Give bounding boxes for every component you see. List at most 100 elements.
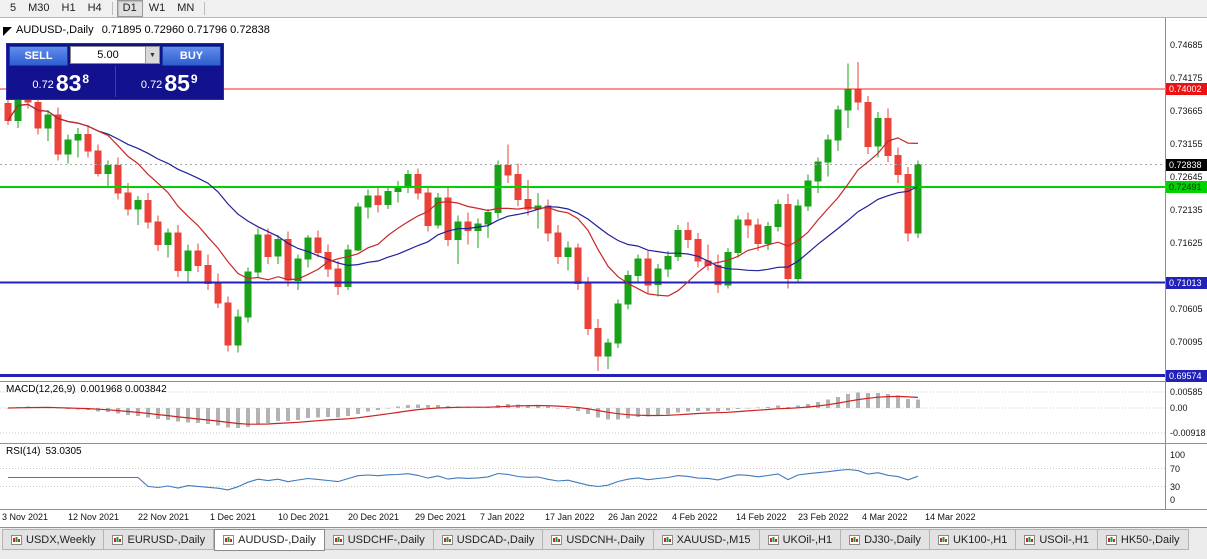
macd-indicator-panel[interactable] (0, 382, 1165, 443)
one-click-trading-toggle-icon[interactable] (3, 27, 12, 36)
candle-body (34, 101, 42, 129)
candle-body (354, 206, 362, 251)
sell-price[interactable]: 0.72 83 8 (7, 66, 116, 97)
candle-body (634, 258, 642, 277)
chart-tab-audusd-daily[interactable]: AUDUSD-,Daily (214, 529, 325, 551)
candle-body (454, 221, 462, 240)
macd-histogram-bar (436, 404, 440, 408)
chart-tab-usdcnh-daily[interactable]: USDCNH-,Daily (543, 529, 654, 550)
timeframe-m30-button[interactable]: M30 (28, 2, 50, 14)
chart-tab-usdx-weekly[interactable]: USDX,Weekly (2, 529, 105, 550)
candle-body (94, 150, 102, 174)
chart-tab-usdcad-daily[interactable]: USDCAD-,Daily (433, 529, 544, 550)
volume-spinner-icon[interactable]: ▼ (145, 47, 159, 63)
chart-tab-usoil-h1[interactable]: USOil-,H1 (1016, 529, 1098, 550)
candle-body (714, 264, 722, 286)
candle-body (174, 232, 182, 271)
candle-body (664, 255, 672, 270)
rsi-tick-label: 70 (1170, 464, 1181, 474)
candle-body (484, 211, 492, 225)
macd-histogram-bar (246, 408, 250, 427)
candle-body (274, 238, 282, 257)
macd-histogram-bar (896, 395, 900, 408)
macd-histogram-bar (6, 408, 10, 409)
macd-histogram-bar (536, 405, 540, 408)
buy-price[interactable]: 0.72 85 9 (116, 66, 224, 97)
timeframe-w1-button[interactable]: W1 (148, 2, 166, 14)
panel-separator[interactable] (0, 381, 1207, 382)
candle-body (464, 221, 472, 231)
macd-histogram-bar (336, 408, 340, 418)
rsi-label: RSI(14) 53.0305 (6, 446, 82, 457)
candle-body (314, 237, 322, 253)
axis-separator (1165, 18, 1166, 509)
timeframe-h4-button[interactable]: H4 (87, 2, 102, 14)
price-tick-label: 0.70605 (1170, 304, 1203, 314)
chart-tab-usdchf-daily[interactable]: USDCHF-,Daily (324, 529, 434, 550)
date-tick-label: 4 Feb 2022 (672, 512, 718, 522)
candle-body (304, 237, 312, 260)
buy-button[interactable]: BUY (162, 46, 221, 66)
candle-body (414, 174, 422, 194)
macd-histogram-bar (726, 408, 730, 411)
price-badge-0.72838: 0.72838 (1166, 159, 1207, 171)
macd-histogram-bar (186, 408, 190, 423)
tab-label: XAUUSD-,M15 (676, 533, 751, 546)
rsi-value: 53.0305 (45, 446, 82, 457)
macd-histogram-bar (676, 408, 680, 413)
tab-label: UKOil-,H1 (782, 533, 833, 546)
macd-histogram-bar (366, 408, 370, 412)
volume-value[interactable]: 5.00 (97, 49, 119, 61)
chart-tab-dj30-daily[interactable]: DJ30-,Daily (841, 529, 930, 550)
timeframe-mn-button[interactable]: MN (177, 2, 195, 14)
candle-body (854, 88, 862, 103)
price-badge-0.74002: 0.74002 (1166, 83, 1207, 95)
price-axis[interactable]: 0.74685 0.74175 0.73665 0.73155 0.72645 0.721… (1166, 0, 1207, 527)
volume-input[interactable]: 5.00 ▼ (70, 46, 160, 64)
chart-thumbnail-icon (661, 534, 673, 545)
buy-price-pip: 9 (190, 72, 198, 86)
sell-button[interactable]: SELL (9, 46, 68, 66)
macd-histogram-bar (686, 408, 690, 412)
rsi-tick-label: 100 (1170, 450, 1186, 460)
price-tick-label: 0.72645 (1170, 172, 1203, 182)
macd-histogram-bar (146, 408, 150, 418)
tab-label: HK50-,Daily (1120, 533, 1180, 546)
candle-body (504, 165, 512, 176)
candle-body (684, 229, 692, 240)
chart-tab-xauusd-m15[interactable]: XAUUSD-,M15 (653, 529, 760, 550)
candle-body (104, 165, 112, 174)
timeframe-h1-button[interactable]: H1 (61, 2, 76, 14)
candle-body (364, 195, 372, 208)
candle-body (44, 114, 52, 129)
panel-separator[interactable] (0, 443, 1207, 444)
candle-body (694, 238, 702, 262)
macd-histogram-bar (866, 393, 870, 408)
rsi-indicator-panel[interactable] (0, 444, 1165, 509)
candle-body (834, 109, 842, 141)
timeframe-d1-button[interactable]: D1 (116, 0, 143, 17)
candle-body (444, 197, 452, 240)
macd-tick-label: -0.00918 (1170, 428, 1206, 438)
chart-tab-eurusd-daily[interactable]: EURUSD-,Daily (104, 529, 215, 550)
candle-body (644, 258, 652, 286)
candle-body (544, 205, 552, 234)
candle-body (334, 268, 342, 288)
macd-histogram-bar (396, 406, 400, 408)
macd-histogram-bar (646, 408, 650, 417)
candle-body (254, 234, 262, 273)
candle-body (434, 197, 442, 226)
chart-tab-hk50-daily[interactable]: HK50-,Daily (1097, 529, 1189, 550)
macd-histogram-bar (906, 399, 910, 408)
chart-tab-uk100-h1[interactable]: UK100-,H1 (929, 529, 1017, 550)
chart-tab-ukoil-h1[interactable]: UKOil-,H1 (759, 529, 842, 550)
candle-body (554, 232, 562, 257)
time-axis[interactable]: 3 Nov 2021 12 Nov 2021 22 Nov 2021 1 Dec 20… (0, 510, 1165, 527)
macd-histogram-bar (166, 408, 170, 420)
macd-histogram-bar (836, 396, 840, 408)
price-tick-label: 0.70095 (1170, 337, 1203, 347)
timeframe-5-button[interactable]: 5 (10, 2, 17, 14)
main-price-chart[interactable] (0, 18, 1165, 381)
candle-body (884, 117, 892, 156)
date-tick-label: 12 Nov 2021 (68, 512, 120, 522)
